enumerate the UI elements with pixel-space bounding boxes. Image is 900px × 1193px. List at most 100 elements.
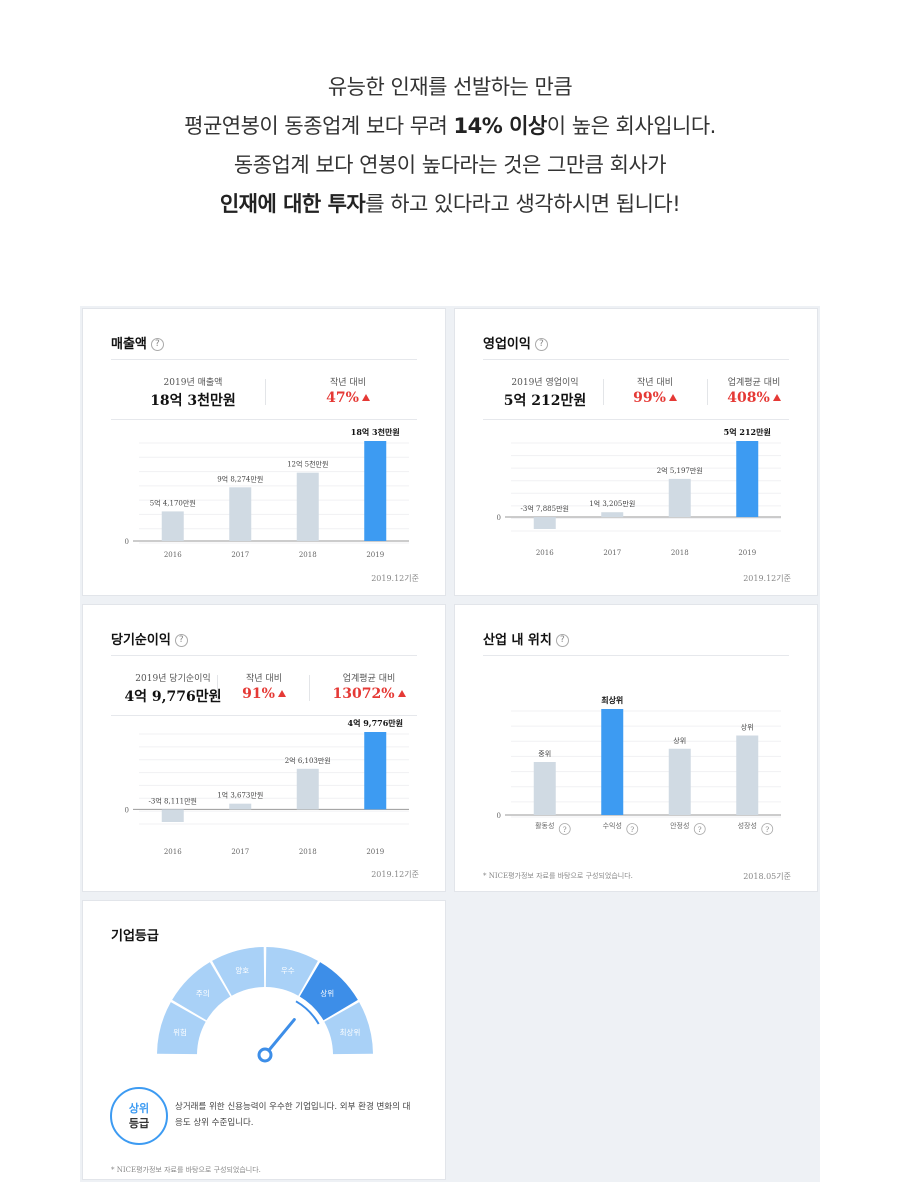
industry-basis: 2018.05기준 — [743, 872, 791, 881]
gauge-segment-label: 주의 — [196, 988, 210, 998]
up-triangle-icon — [277, 690, 286, 697]
netincome-chart: 0 -3억 8,111만원 2016 1억 3,673만원 2017 2억 6,103만원… — [125, 718, 409, 856]
intro-line-2: 평균연봉이 동종업계 보다 무려 14% 이상이 높은 회사입니다. — [184, 114, 716, 138]
intro-line-3: 동종업계 보다 연봉이 높다라는 것은 그만큼 회사가 — [233, 153, 667, 177]
industry-card: 산업 내 위치? 0 중위 활동성 최상위 수익성 상위 안정성 상위 성장성???? * NI… — [454, 604, 818, 892]
up-triangle-icon — [668, 394, 677, 401]
category-label: 활동성 — [535, 821, 554, 830]
bar[interactable] — [296, 472, 319, 541]
help-icon-glyph: ? — [563, 826, 567, 834]
revenue-basis: 2019.12기준 — [371, 574, 419, 583]
gauge-segment — [172, 962, 231, 1021]
bar[interactable] — [668, 478, 691, 518]
intro-text: 유능한 인재를 선발하는 만큼 평균연봉이 동종업계 보다 무려 14% 이상이… — [0, 68, 900, 224]
operating-title: 영업이익? — [483, 333, 548, 352]
gauge-segment-label: 우수 — [281, 966, 295, 975]
grade-note: * NICE평가정보 자료를 바탕으로 구성되었습니다. — [111, 1166, 261, 1174]
data-label: 중위 — [538, 750, 551, 758]
revenue-card: 매출액? 2019년 매출액 18억 3천만원 작년 대비 47% 0 5억 4,… — [82, 308, 446, 596]
highlight-investment: 인재에 대한 투자 — [219, 192, 366, 216]
data-label: 18억 3천만원 — [351, 427, 400, 437]
revenue-stat-yoy: 작년 대비 47% — [283, 375, 413, 406]
category-label: 2017 — [603, 549, 621, 557]
gauge-segment-label: 양호 — [235, 966, 249, 975]
category-label: 2018 — [299, 848, 317, 856]
data-label: -3억 8,111만원 — [149, 796, 197, 805]
data-label: 5억 212만원 — [724, 427, 771, 437]
operating-card: 영업이익? 2019년 영업이익 5억 212만원 작년 대비 99% 업계평균… — [454, 308, 818, 596]
category-label: 안정성 — [670, 821, 689, 830]
gauge-segment — [324, 1002, 373, 1055]
zero-label: 0 — [125, 538, 129, 546]
help-icon[interactable]: ? — [174, 634, 188, 647]
data-label: 5억 4,170만원 — [150, 498, 196, 507]
bar[interactable] — [364, 441, 387, 541]
gauge-segment — [157, 1002, 206, 1055]
help-icon[interactable]: ? — [150, 338, 164, 351]
operating-basis: 2019.12기준 — [743, 574, 791, 583]
operating-stat-industry: 업계평균 대비 408% — [727, 378, 781, 406]
grade-title: 기업등급 — [111, 929, 159, 944]
data-label: 1억 3,673만원 — [217, 791, 263, 800]
bar[interactable] — [296, 768, 319, 810]
category-label: 2016 — [164, 848, 182, 856]
category-label: 2019 — [738, 549, 756, 557]
bar[interactable] — [161, 511, 184, 541]
category-label: 성장성 — [738, 821, 757, 830]
bar[interactable] — [533, 762, 556, 815]
bar[interactable] — [161, 809, 184, 822]
bar[interactable] — [668, 748, 691, 815]
gauge-hub — [257, 1047, 273, 1063]
revenue-title: 매출액? — [111, 333, 164, 352]
help-icon[interactable] — [558, 823, 571, 835]
help-icon[interactable]: ? — [534, 338, 548, 351]
bar[interactable] — [364, 732, 387, 810]
gauge-needle — [263, 1018, 296, 1057]
industry-note: * NICE평가정보 자료를 바탕으로 구성되었습니다. — [483, 872, 633, 880]
bar[interactable] — [736, 441, 759, 518]
data-label: 1억 3,205만원 — [589, 499, 635, 508]
category-label: 수익성 — [603, 821, 622, 830]
up-triangle-icon — [397, 690, 406, 697]
help-icon[interactable] — [693, 823, 706, 835]
data-label: 12억 5천만원 — [287, 460, 328, 469]
category-label: 2016 — [164, 551, 182, 559]
category-label: 2016 — [536, 549, 554, 557]
help-icon[interactable]: ? — [555, 634, 569, 647]
help-icon-glyph: ? — [765, 826, 769, 834]
netincome-basis: 2019.12기준 — [371, 870, 419, 879]
up-triangle-icon — [772, 394, 781, 401]
netincome-stat-yoy: 작년 대비 91% — [219, 671, 309, 702]
gauge-segment — [265, 947, 318, 996]
bar[interactable] — [229, 487, 252, 541]
help-icon[interactable] — [761, 823, 774, 835]
netincome-stat-industry: 업계평균 대비 13072% — [311, 671, 427, 702]
intro-line-4: 인재에 대한 투자를 하고 있다라고 생각하시면 됩니다! — [219, 192, 681, 216]
category-label: 2018 — [671, 549, 689, 557]
help-icon[interactable] — [626, 823, 639, 835]
data-label: 상위 — [741, 723, 754, 732]
gauge-segment — [212, 947, 265, 996]
bar[interactable] — [736, 735, 759, 816]
grade-badge: 상위 등급 — [110, 1087, 168, 1145]
gauge-segment — [299, 962, 358, 1021]
data-label: 2억 6,103만원 — [285, 756, 331, 765]
gauge-segment-label: 위험 — [173, 1028, 187, 1037]
netincome-stat-total: 2019년 당기순이익 4억 9,776만원 — [124, 674, 222, 705]
zero-label: 0 — [497, 812, 501, 820]
bar[interactable] — [533, 517, 556, 529]
help-icon-glyph: ? — [630, 826, 634, 834]
zero-label: 0 — [125, 806, 129, 814]
category-label: 2017 — [231, 551, 249, 559]
bar[interactable] — [601, 512, 624, 518]
bar[interactable] — [229, 803, 252, 810]
bar[interactable] — [601, 709, 624, 815]
gauge-segment-label: 상위 — [320, 988, 334, 998]
data-label: 2억 5,197만원 — [657, 466, 703, 475]
intro-line-1: 유능한 인재를 선발하는 만큼 — [327, 75, 573, 99]
category-label: 2018 — [299, 551, 317, 559]
operating-stat-total: 2019년 영업이익 5억 212만원 — [503, 378, 587, 409]
operating-stat-yoy: 작년 대비 99% — [605, 375, 705, 406]
operating-chart: 0 -3억 7,885만원 2016 1억 3,205만원 2017 2억 5,197만원… — [497, 427, 781, 557]
